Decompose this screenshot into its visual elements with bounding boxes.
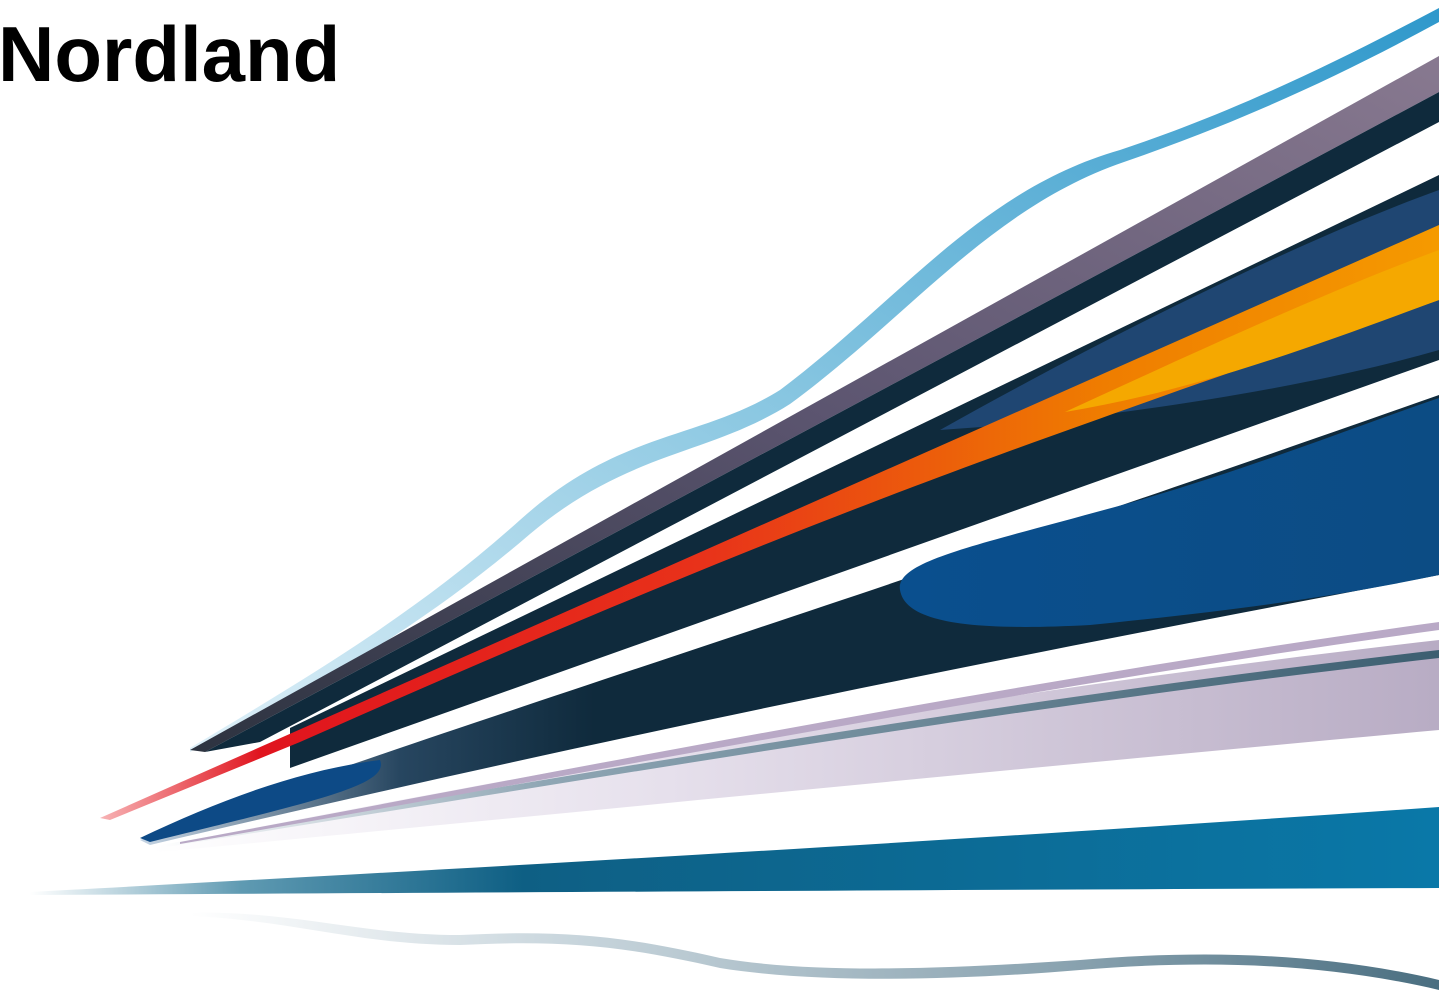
sky-blue-wave <box>190 8 1439 752</box>
dark-navy-band <box>140 395 1439 845</box>
teal-band <box>30 807 1439 895</box>
amber-highlight <box>1065 250 1439 412</box>
slate-wave <box>190 912 1439 990</box>
deep-blue-blob <box>899 398 1439 627</box>
blue-streak-low <box>140 760 381 842</box>
red-orange-streak <box>100 225 1439 820</box>
page-title: Nordland <box>0 10 341 98</box>
mauve-band <box>190 56 1439 752</box>
dark-navy-band-upper <box>205 92 1439 752</box>
mauve-thin-line <box>180 622 1439 844</box>
slate-thin-line <box>160 650 1439 848</box>
blue-wedge-inner <box>940 190 1439 430</box>
